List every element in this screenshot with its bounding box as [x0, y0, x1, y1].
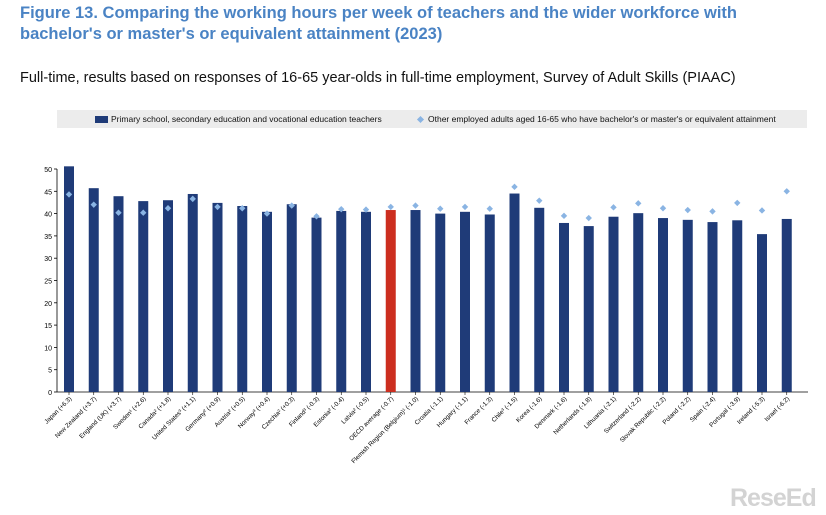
x-category-label: OECD average (-0.7) [348, 395, 395, 442]
other-adults-marker [635, 200, 642, 207]
other-adults-marker [412, 202, 419, 209]
other-adults-marker [536, 197, 543, 204]
teacher-bar [559, 222, 569, 392]
teacher-bar [361, 211, 371, 392]
other-adults-marker [758, 207, 766, 214]
y-tick-label: 10 [44, 345, 52, 352]
watermark-logo: ReseEd [730, 484, 817, 512]
teacher-bar [781, 218, 792, 392]
other-adults-marker [437, 205, 444, 212]
other-adults-marker [585, 214, 592, 222]
teacher-bar [212, 202, 223, 392]
other-adults-marker [387, 203, 394, 211]
legend-item-teachers: Primary school, secondary education and … [95, 110, 382, 128]
teacher-bar [757, 234, 767, 392]
other-adults-marker [239, 205, 246, 212]
other-adults-marker [338, 205, 345, 213]
teacher-bar [682, 219, 693, 392]
other-adults-marker [65, 191, 73, 198]
y-tick-label: 5 [48, 368, 52, 375]
y-tick-label: 25 [44, 279, 52, 286]
other-adults-marker [288, 202, 295, 209]
teacher-bar [113, 196, 124, 392]
other-adults-marker [263, 210, 271, 217]
y-tick-label: 35 [44, 234, 52, 241]
teacher-bar [460, 211, 470, 392]
legend-item-others: Other employed adults aged 16-65 who hav… [416, 110, 776, 128]
teacher-bar [187, 193, 198, 392]
y-tick-label: 0 [48, 390, 52, 397]
teacher-bar [608, 216, 619, 392]
teacher-bar [88, 188, 99, 392]
teacher-bar [311, 217, 322, 392]
y-tick-label: 30 [44, 256, 52, 263]
other-adults-marker [140, 209, 147, 216]
teacher-bar [262, 211, 272, 392]
other-adults-marker [214, 203, 221, 211]
teacher-bar [410, 210, 421, 392]
other-adults-marker [461, 203, 469, 211]
chart-legend: Primary school, secondary education and … [57, 110, 807, 128]
teacher-bar [435, 213, 446, 392]
legend-label-others: Other employed adults aged 16-65 who hav… [428, 114, 776, 124]
other-adults-marker [189, 195, 196, 203]
y-tick-label: 20 [44, 301, 52, 308]
figure-subtitle: Full-time, results based on responses of… [20, 70, 736, 86]
x-category-label: England (UK) (+3.7) [78, 395, 123, 440]
teacher-bar [336, 210, 347, 392]
other-adults-marker [783, 188, 790, 195]
other-adults-marker [610, 204, 617, 211]
teacher-bar [64, 166, 74, 392]
other-adults-marker [709, 208, 716, 215]
teacher-bar [583, 226, 594, 392]
other-adults-marker [486, 205, 493, 212]
other-adults-marker [560, 212, 568, 220]
other-adults-marker [659, 205, 667, 212]
teacher-bar [534, 207, 545, 392]
other-adults-marker [684, 206, 691, 214]
y-tick-label: 15 [44, 323, 52, 330]
other-adults-marker [362, 206, 370, 213]
other-adults-marker [511, 183, 518, 191]
teacher-bar [237, 206, 248, 392]
x-category-label: Slovak Republic (-2.2) [619, 395, 668, 444]
x-category-label: Israel (-6.2) [763, 395, 791, 423]
teacher-bar [732, 220, 743, 392]
legend-label-teachers: Primary school, secondary education and … [111, 114, 382, 124]
teacher-bar [286, 204, 297, 392]
y-tick-label: 50 [44, 167, 52, 174]
x-category-label: United States³ (+1.1) [151, 395, 197, 441]
teacher-bar [658, 218, 668, 392]
other-adults-marker [164, 205, 172, 212]
y-tick-label: 45 [44, 189, 52, 196]
teacher-bar [707, 222, 718, 392]
other-adults-marker [90, 201, 97, 208]
other-adults-marker [313, 213, 320, 220]
teacher-bar [484, 214, 495, 392]
teacher-bar [633, 213, 644, 392]
teacher-bar [385, 210, 396, 392]
y-tick-label: 40 [44, 212, 52, 219]
other-adults-marker [734, 199, 741, 207]
other-adults-marker [115, 209, 122, 216]
teacher-bar [163, 200, 173, 392]
figure-title: Figure 13. Comparing the working hours p… [20, 4, 737, 43]
legend-bar-swatch [95, 115, 108, 123]
teacher-bar [509, 193, 520, 392]
teacher-bar [138, 201, 149, 392]
